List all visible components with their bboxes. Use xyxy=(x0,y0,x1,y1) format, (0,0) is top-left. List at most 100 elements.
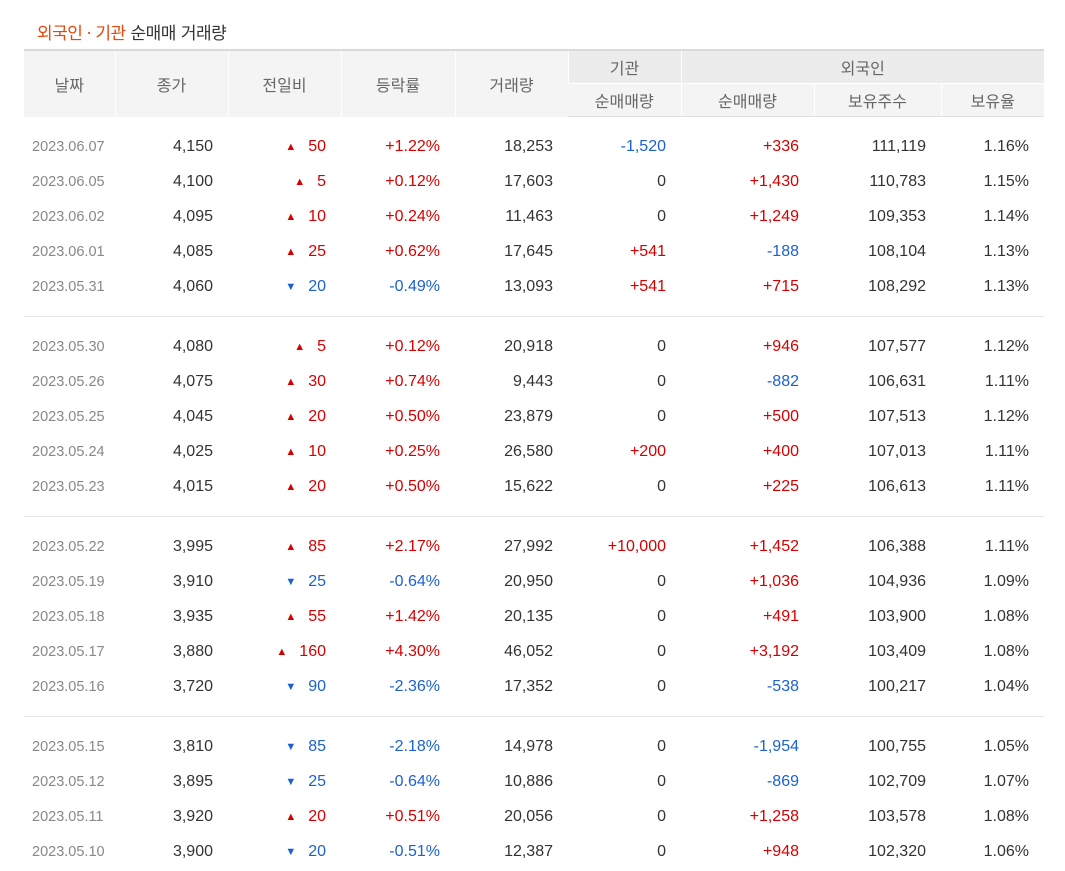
cell-change: ▼ 20 xyxy=(228,834,341,869)
cell-rate: -0.51% xyxy=(389,842,440,860)
cell-foreign-net: +1,258 xyxy=(749,807,799,825)
cell-volume: 14,978 xyxy=(504,737,553,755)
cell-ratio: 1.11% xyxy=(984,477,1029,495)
cell-date: 2023.05.16 xyxy=(32,678,105,695)
cell-foreign-net: +225 xyxy=(762,477,799,495)
change-value: 30 xyxy=(308,372,326,390)
cell-rate: +0.50% xyxy=(385,407,440,425)
cell-holdings: 100,217 xyxy=(868,677,926,695)
cell-holdings: 107,513 xyxy=(868,407,926,425)
cell-holdings: 108,104 xyxy=(868,242,926,260)
cell-change: ▲ 55 xyxy=(228,599,341,634)
table-row: 2023.05.30 4,080 ▲ 5 +0.12% 20,918 0 +946 107,57… xyxy=(24,329,1044,364)
header-date: 날짜 xyxy=(24,49,115,117)
cell-ratio: 1.04% xyxy=(983,677,1029,695)
cell-holdings: 109,353 xyxy=(868,207,926,225)
change-value: 10 xyxy=(308,442,326,460)
cell-close: 3,895 xyxy=(172,772,213,790)
cell-date: 2023.06.02 xyxy=(32,208,105,225)
cell-foreign-net: +400 xyxy=(762,442,799,460)
change-value: 90 xyxy=(308,677,326,695)
cell-rate: -2.36% xyxy=(389,677,440,695)
table-row: 2023.06.07 4,150 ▲ 50 +1.22% 18,253 -1,520 +336… xyxy=(24,129,1044,164)
down-triangle-icon: ▼ xyxy=(285,775,297,788)
title-rest: 순매매 거래량 xyxy=(130,24,227,44)
cell-change: ▲ 20 xyxy=(228,799,341,834)
cell-holdings: 103,578 xyxy=(868,807,926,825)
change-value: 55 xyxy=(308,607,326,625)
cell-close: 4,015 xyxy=(172,477,213,495)
down-triangle-icon: ▼ xyxy=(285,740,297,753)
table-row: 2023.05.24 4,025 ▲ 10 +0.25% 26,580 +200 +400 10… xyxy=(24,434,1044,469)
cell-change: ▼ 20 xyxy=(228,269,341,304)
cell-volume: 13,093 xyxy=(504,277,553,295)
cell-foreign-net: +946 xyxy=(762,337,799,355)
cell-close: 3,935 xyxy=(172,607,213,625)
change-value: 25 xyxy=(308,242,326,260)
title-foreign: 외국인 xyxy=(37,24,83,44)
trading-table: 날짜 종가 전일비 등락률 거래량 기관 외국인 순매매량 순매매량 보유주수 … xyxy=(24,49,1044,869)
cell-foreign-net: +500 xyxy=(762,407,799,425)
cell-close: 4,075 xyxy=(172,372,213,390)
cell-volume: 20,918 xyxy=(504,337,553,355)
spacer xyxy=(24,704,1044,717)
cell-holdings: 110,783 xyxy=(869,172,926,190)
cell-rate: +0.25% xyxy=(385,442,440,460)
up-triangle-icon: ▲ xyxy=(285,375,297,388)
table-row: 2023.06.05 4,100 ▲ 5 +0.12% 17,603 0 +1,430 110,… xyxy=(24,164,1044,199)
cell-foreign-net: +1,249 xyxy=(749,207,799,225)
cell-rate: +2.17% xyxy=(385,537,440,555)
header-foreign-group: 외국인 xyxy=(680,49,1044,84)
cell-change: ▲ 85 xyxy=(228,529,341,564)
cell-volume: 23,879 xyxy=(504,407,553,425)
cell-close: 4,150 xyxy=(172,137,213,155)
cell-ratio: 1.11% xyxy=(984,442,1029,460)
table-row: 2023.06.01 4,085 ▲ 25 +0.62% 17,645 +541 -188 10… xyxy=(24,234,1044,269)
cell-foreign-net: +948 xyxy=(762,842,799,860)
cell-inst-net: +541 xyxy=(629,277,666,295)
cell-volume: 27,992 xyxy=(504,537,553,555)
cell-date: 2023.05.17 xyxy=(32,643,105,660)
cell-foreign-net: +3,192 xyxy=(749,642,799,660)
up-triangle-icon: ▲ xyxy=(294,340,306,353)
cell-inst-net: 0 xyxy=(657,642,666,660)
cell-volume: 10,886 xyxy=(504,772,553,790)
cell-inst-net: 0 xyxy=(657,477,666,495)
up-triangle-icon: ▲ xyxy=(285,610,297,623)
up-triangle-icon: ▲ xyxy=(294,175,306,188)
spacer xyxy=(24,717,1044,729)
cell-foreign-net: +715 xyxy=(762,277,799,295)
spacer xyxy=(24,117,1044,130)
cell-date: 2023.05.12 xyxy=(32,773,105,790)
cell-close: 3,995 xyxy=(172,537,213,555)
cell-volume: 46,052 xyxy=(504,642,553,660)
table-row: 2023.05.25 4,045 ▲ 20 +0.50% 23,879 0 +500 107,5… xyxy=(24,399,1044,434)
down-triangle-icon: ▼ xyxy=(285,575,297,588)
up-triangle-icon: ▲ xyxy=(285,810,297,823)
cell-volume: 11,463 xyxy=(505,207,553,225)
cell-close: 3,880 xyxy=(172,642,213,660)
cell-date: 2023.06.07 xyxy=(32,138,105,155)
table-row: 2023.05.18 3,935 ▲ 55 +1.42% 20,135 0 +491 103,9… xyxy=(24,599,1044,634)
cell-date: 2023.05.18 xyxy=(32,608,105,625)
cell-date: 2023.05.22 xyxy=(32,538,105,555)
header-ratio: 보유율 xyxy=(940,83,1044,117)
cell-change: ▲ 5 xyxy=(228,164,341,199)
cell-inst-net: 0 xyxy=(657,407,666,425)
change-value: 25 xyxy=(308,572,326,590)
change-value: 160 xyxy=(299,642,326,660)
table-body: 2023.06.07 4,150 ▲ 50 +1.22% 18,253 -1,520 +336… xyxy=(24,117,1044,870)
header-close: 종가 xyxy=(114,49,228,117)
cell-rate: +0.24% xyxy=(385,207,440,225)
cell-close: 3,920 xyxy=(172,807,213,825)
cell-ratio: 1.06% xyxy=(983,842,1029,860)
down-triangle-icon: ▼ xyxy=(285,845,297,858)
cell-ratio: 1.16% xyxy=(983,137,1029,155)
table-row: 2023.05.23 4,015 ▲ 20 +0.50% 15,622 0 +225 106,6… xyxy=(24,469,1044,504)
change-value: 10 xyxy=(308,207,326,225)
cell-rate: +4.30% xyxy=(385,642,440,660)
cell-volume: 26,580 xyxy=(504,442,553,460)
cell-ratio: 1.15% xyxy=(983,172,1029,190)
cell-inst-net: +10,000 xyxy=(607,537,666,555)
cell-rate: +0.12% xyxy=(385,172,440,190)
